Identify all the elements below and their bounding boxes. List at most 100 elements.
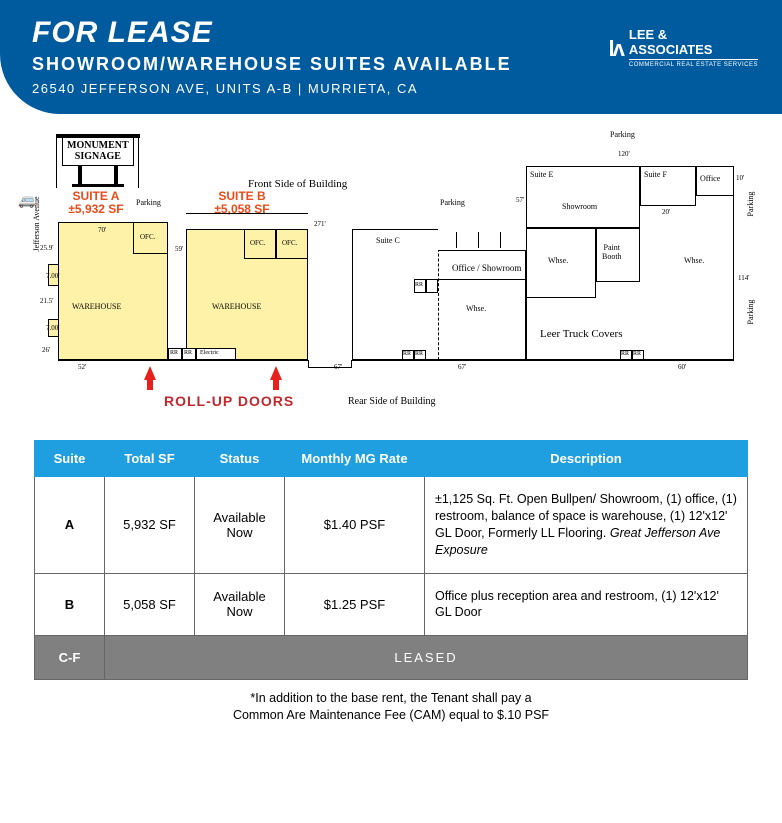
parking-right1: Parking	[746, 174, 755, 234]
cell-sf-a: 5,932 SF	[105, 477, 195, 574]
monument-pole-right	[114, 166, 118, 186]
rollup-arrow-b	[270, 366, 282, 380]
cell-sf-b: 5,058 SF	[105, 573, 195, 636]
logo-mark-icon: lʌ	[609, 36, 623, 61]
monument-side-r	[138, 138, 140, 188]
oc-tick1	[456, 232, 457, 248]
monument-base	[72, 184, 124, 187]
jefferson-ave-label: Jefferson Avenue	[32, 174, 41, 274]
availability-table-container: Suite Total SF Status Monthly MG Rate De…	[0, 440, 782, 724]
rr-c1-lbl: RR	[415, 282, 423, 288]
table-row: A 5,932 SF Available Now $1.40 PSF ±1,12…	[35, 477, 748, 574]
dim-700b: 7.00'	[46, 324, 60, 332]
footnote: *In addition to the base rent, the Tenan…	[34, 690, 748, 724]
suite-a-name: SUITE A	[73, 189, 120, 203]
front-side-label: Front Side of Building	[248, 178, 347, 190]
monument-cap	[56, 134, 140, 138]
suite-a-warehouse-label: WAREHOUSE	[72, 302, 121, 311]
cell-rate-a: $1.40 PSF	[285, 477, 425, 574]
suite-a-ofc-label: OFC.	[140, 233, 155, 241]
rollup-arrow-a	[144, 366, 156, 380]
rr-c3-lbl: RR	[403, 351, 411, 357]
footnote-l2: Common Are Maintenance Fee (CAM) equal t…	[233, 708, 549, 722]
cell-suite-cf: C-F	[35, 636, 105, 680]
monument-pole-left	[78, 166, 82, 186]
rear-gap1	[308, 360, 352, 368]
header: FOR LEASE SHOWROOM/WAREHOUSE SUITES AVAI…	[0, 0, 782, 114]
parking-right2: Parking	[746, 282, 755, 342]
dim-60: 60'	[678, 363, 686, 371]
cell-status-a: Available Now	[195, 477, 285, 574]
parking-c: Parking	[440, 198, 465, 207]
rear-line-2	[352, 360, 526, 361]
col-rate: Monthly MG Rate	[285, 441, 425, 477]
paint-l2: Booth	[602, 252, 622, 261]
dim-52: 52'	[78, 363, 86, 371]
suite-a-sf: ±5,932 SF	[68, 202, 123, 216]
dim-259: 25.9'	[40, 244, 54, 252]
cell-desc-b: Office plus reception area and restroom,…	[425, 573, 748, 636]
dim-10: 10'	[736, 174, 744, 182]
front-b-line	[186, 213, 308, 214]
cell-suite-a: A	[35, 477, 105, 574]
monument-sign: MONUMENT SIGNAGE	[62, 136, 134, 166]
rear-side-label: Rear Side of Building	[348, 396, 436, 407]
rear-line-1	[58, 360, 308, 361]
table-row: B 5,058 SF Available Now $1.25 PSF Offic…	[35, 573, 748, 636]
paint-l1: Paint	[604, 243, 620, 252]
col-desc: Description	[425, 441, 748, 477]
dim-215: 21.5'	[40, 297, 54, 305]
leer-label: Leer Truck Covers	[540, 328, 623, 340]
whse-c-label: Whse.	[466, 304, 486, 313]
cell-leased: LEASED	[105, 636, 748, 680]
dim-700a: 7.00'	[46, 272, 60, 280]
rear-line-3	[526, 360, 734, 361]
office-showroom-label: Office / Showroom	[452, 263, 521, 273]
cell-status-b: Available Now	[195, 573, 285, 636]
suite-b-sf: ±5,058 SF	[214, 202, 269, 216]
oc-tick3	[500, 232, 501, 248]
suite-b-ofc1-label: OFC.	[250, 239, 265, 247]
cell-rate-b: $1.25 PSF	[285, 573, 425, 636]
address-line: 26540 JEFFERSON AVE, UNITS A-B | MURRIET…	[32, 81, 758, 96]
oc-tick2	[478, 232, 479, 248]
cell-desc-a: ±1,125 Sq. Ft. Open Bullpen/ Showroom, (…	[425, 477, 748, 574]
dim-70: 70'	[98, 226, 106, 234]
dim-271: 271'	[314, 220, 326, 228]
monument-l1: MONUMENT	[67, 140, 129, 151]
rollup-label: ROLL-UP DOORS	[164, 393, 294, 409]
whse-e-label: Whse.	[548, 256, 568, 265]
oc-sep	[438, 279, 526, 280]
monument-side-l	[56, 138, 58, 188]
availability-table: Suite Total SF Status Monthly MG Rate De…	[34, 440, 748, 680]
floorplan-diagram: MONUMENT SIGNAGE 🚐 Jefferson Avenue OFC.…	[18, 124, 762, 424]
rr-c4-lbl: RR	[415, 351, 423, 357]
cell-suite-b: B	[35, 573, 105, 636]
suite-b-ofc2-label: OFC.	[282, 239, 297, 247]
desc-b-plain: Office plus reception area and restroom,…	[435, 589, 719, 620]
rollup-stem-b	[273, 380, 279, 390]
col-status: Status	[195, 441, 285, 477]
dim-114: 114'	[738, 274, 750, 282]
electric-lbl: Electric	[200, 350, 219, 356]
footnote-l1: *In addition to the base rent, the Tenan…	[250, 691, 531, 705]
showroom-label: Showroom	[562, 202, 597, 211]
suite-a-parking-label: Parking	[136, 198, 161, 207]
parking-top: Parking	[610, 130, 635, 139]
brand-logo: lʌ LEE & ASSOCIATES COMMERCIAL REAL ESTA…	[609, 28, 758, 69]
monument-l2: SIGNAGE	[75, 151, 121, 162]
suite-b-name: SUITE B	[218, 189, 265, 203]
office-label: Office	[700, 174, 720, 183]
table-row-leased: C-F LEASED	[35, 636, 748, 680]
dim-20: 20'	[662, 208, 670, 216]
rr-a2-lbl: RR	[184, 350, 192, 356]
logo-line2: ASSOCIATES	[629, 42, 713, 57]
logo-line1: LEE &	[629, 27, 667, 42]
floorplan-container: MONUMENT SIGNAGE 🚐 Jefferson Avenue OFC.…	[0, 114, 782, 424]
rr-c2	[426, 279, 438, 293]
dim-120: 120'	[618, 150, 630, 158]
oc-top	[438, 229, 526, 251]
col-sf: Total SF	[105, 441, 195, 477]
rollup-stem-a	[147, 380, 153, 390]
dim-59: 59'	[175, 245, 183, 253]
